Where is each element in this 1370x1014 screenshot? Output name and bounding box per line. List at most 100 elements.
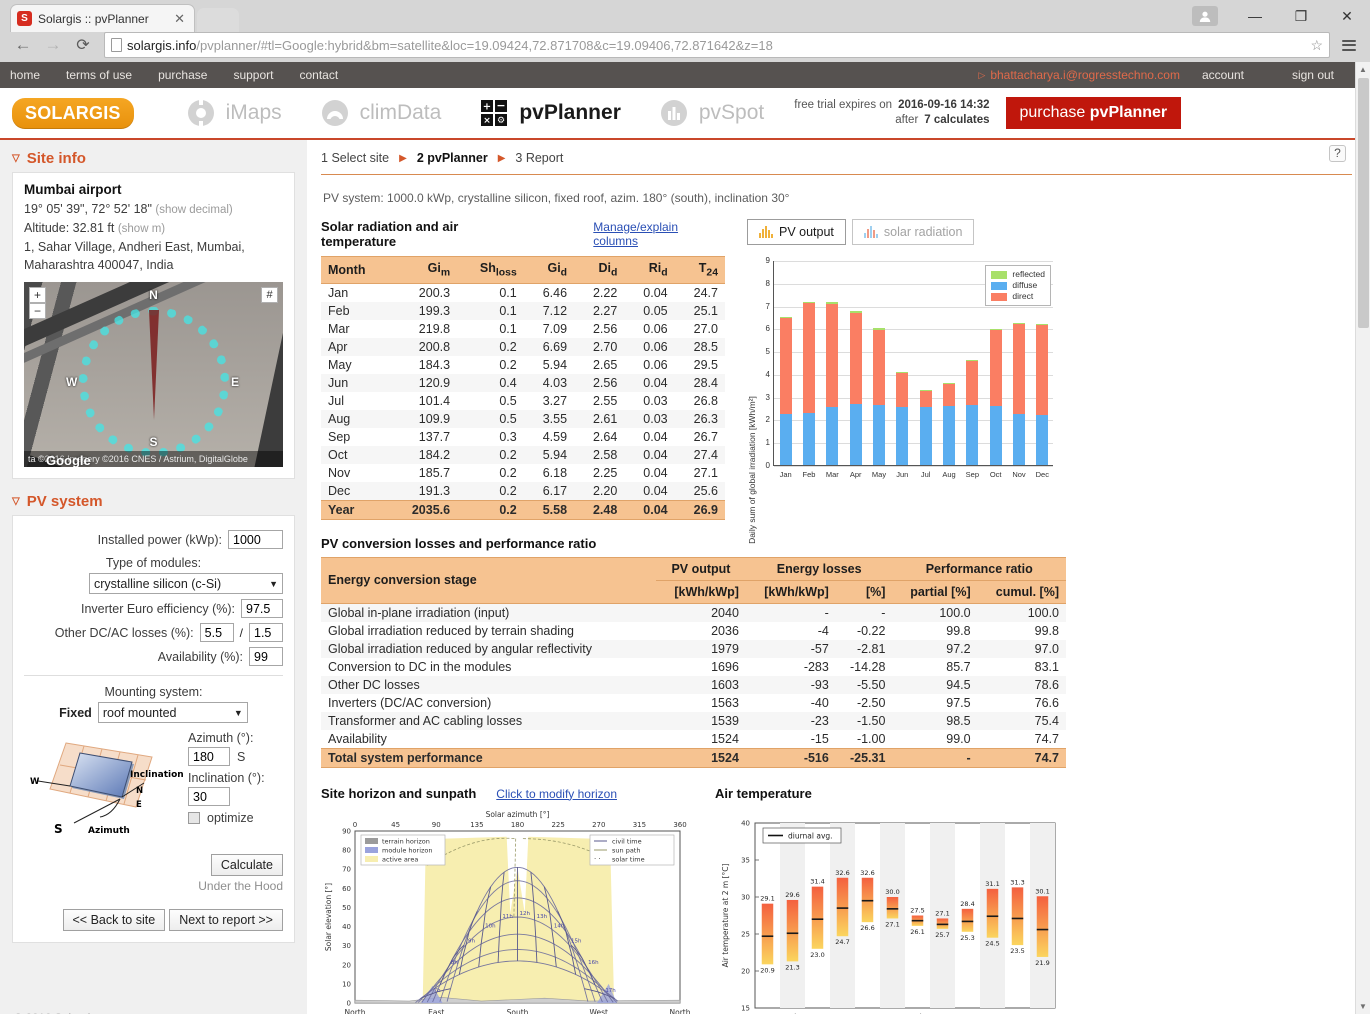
nav-contact[interactable]: contact — [299, 68, 339, 82]
nav-sign-out[interactable]: sign out — [1291, 68, 1334, 82]
back-icon[interactable]: ← — [14, 35, 32, 54]
solar-radiation-table: Month Gim Shloss Gid Did Rid T24 Jan 200.3 0.1 6.… — [321, 256, 725, 520]
next-to-report-button[interactable]: Next to report >> — [169, 909, 283, 931]
product-tab-climdata[interactable]: climData — [320, 98, 441, 128]
browser-menu-icon[interactable] — [1336, 32, 1362, 58]
maximize-button[interactable]: ❐ — [1294, 7, 1308, 24]
cell: 2.58 — [574, 445, 625, 464]
stage-name[interactable]: Global in-plane irradiation (input) — [321, 603, 656, 622]
inclination-input[interactable] — [188, 787, 230, 806]
table-row: Dec 191.3 0.2 6.17 2.20 0.04 25.6 — [321, 481, 725, 500]
map-zoom-in-button[interactable]: + — [29, 287, 46, 303]
svg-text:21.9: 21.9 — [1035, 958, 1049, 966]
site-info-header[interactable]: ▽ Site info — [12, 150, 295, 167]
nav-home[interactable]: home — [10, 68, 41, 82]
nav-support[interactable]: support — [233, 68, 274, 82]
reload-icon[interactable]: ⟳ — [76, 37, 90, 54]
step-2-pvplanner[interactable]: 2 pvPlanner — [417, 151, 488, 165]
solargis-logo[interactable]: SOLARGIS — [12, 97, 134, 129]
optimize-checkbox[interactable] — [188, 812, 200, 824]
step-1-select-site[interactable]: 1 Select site — [321, 151, 389, 165]
scrollbar-thumb[interactable] — [1358, 78, 1369, 328]
bar-segment-reflected — [966, 359, 979, 361]
scroll-down-icon[interactable]: ▼ — [1359, 1002, 1367, 1011]
nav-purchase[interactable]: purchase — [158, 68, 208, 82]
forward-icon[interactable]: → — [44, 35, 62, 54]
product-tab-imaps[interactable]: iMaps — [186, 98, 282, 128]
cell: 99.0 — [946, 731, 971, 746]
cell: 26.7 — [693, 429, 718, 444]
cell: 0.06 — [624, 337, 675, 356]
cell: 191.3 — [388, 481, 458, 500]
solar-radiation-toggle-button[interactable]: solar radiation — [851, 219, 975, 245]
page-scrollbar[interactable]: ▲ ▼ — [1355, 62, 1370, 1014]
svg-text:40: 40 — [342, 923, 351, 931]
x-tick-label: Jan — [779, 470, 792, 479]
manage-columns-link[interactable]: Manage/explain columns — [593, 220, 679, 248]
pv-output-toggle-button[interactable]: PV output — [747, 219, 846, 245]
svg-text:S: S — [54, 822, 63, 836]
product-tab-pvspot[interactable]: pvSpot — [659, 98, 764, 128]
new-tab-button[interactable] — [197, 8, 239, 32]
svg-text:Aug: Aug — [936, 1013, 950, 1014]
map-fullscreen-button[interactable]: # — [261, 287, 278, 303]
page-info-icon[interactable] — [111, 38, 122, 52]
purchase-product: pvPlanner — [1089, 104, 1168, 121]
close-window-button[interactable]: ✕ — [1341, 7, 1353, 24]
y-tick-label: 3 — [765, 392, 770, 402]
close-tab-icon[interactable]: ✕ — [174, 10, 185, 26]
minimize-button[interactable]: — — [1248, 8, 1262, 24]
step-breadcrumb: 1 Select site ▶ 2 pvPlanner ▶ 3 Report — [321, 148, 1352, 175]
bar-segment-direct — [779, 317, 792, 415]
modify-horizon-link[interactable]: Click to modify horizon — [496, 786, 617, 801]
user-email[interactable]: ▷ bhattacharya.i@rogresstechno.com — [978, 68, 1180, 82]
cell: 99.8 — [1034, 623, 1059, 638]
mounting-type-select[interactable]: roof mounted ▼ — [97, 702, 248, 723]
map-zoom-out-button[interactable]: − — [29, 303, 46, 319]
x-tick-label: Mar — [825, 470, 839, 479]
bookmark-star-icon[interactable]: ☆ — [1310, 36, 1323, 53]
cell: 2.48 — [574, 499, 625, 520]
legend-swatch — [991, 270, 1008, 279]
cell: 0.2 — [457, 481, 524, 500]
under-the-hood-link[interactable]: Under the Hood — [198, 879, 283, 893]
show-decimal-link[interactable]: (show decimal) — [155, 204, 233, 216]
optimize-label: optimize — [207, 811, 254, 825]
step-3-report[interactable]: 3 Report — [515, 151, 563, 165]
nav-account[interactable]: account — [1201, 68, 1244, 82]
inverter-efficiency-input[interactable] — [241, 599, 283, 618]
azimuth-direction: S — [237, 749, 246, 764]
availability-input[interactable] — [249, 647, 283, 666]
cell: 0.04 — [624, 445, 675, 464]
profile-button[interactable] — [1182, 0, 1228, 32]
module-type-select[interactable]: crystalline silicon (c-Si) ▼ — [89, 573, 283, 594]
ac-losses-input[interactable] — [249, 623, 283, 642]
cell: -57 — [745, 639, 836, 658]
person-icon — [1192, 6, 1218, 26]
dc-losses-input[interactable] — [199, 623, 234, 642]
browser-tab[interactable]: S Solargis :: pvPlanner ✕ — [10, 4, 195, 32]
cell: 26.8 — [693, 393, 718, 408]
url-input[interactable]: solargis.info/pvplanner/#tl=Google:hybri… — [104, 32, 1330, 58]
cell: -40 — [810, 695, 829, 710]
purchase-pvplanner-button[interactable]: purchase pvPlanner — [1005, 97, 1182, 129]
cell: Feb — [321, 301, 389, 320]
azimuth-input[interactable] — [188, 747, 230, 766]
cell: Year — [321, 499, 389, 520]
calculate-button[interactable]: Calculate — [210, 854, 283, 876]
installed-power-input[interactable] — [228, 530, 283, 549]
site-map[interactable]: N S E W + − # ta ©2016 Imagery ©2016 CNE… — [24, 282, 283, 467]
angle-fields: Azimuth (°): S Inclination (°): optimize — [184, 731, 265, 846]
cell: 97.0 — [977, 639, 1066, 658]
back-to-site-button[interactable]: << Back to site — [62, 909, 166, 931]
nav-terms-of-use[interactable]: terms of use — [66, 68, 133, 82]
scroll-up-icon[interactable]: ▲ — [1359, 65, 1367, 74]
modules-label: Type of modules: — [105, 556, 202, 570]
stage-name: Global irradiation reduced by angular re… — [321, 639, 656, 658]
cell: 4.59 — [542, 429, 568, 444]
show-meters-link[interactable]: (show m) — [117, 223, 166, 235]
help-icon[interactable]: ? — [1329, 145, 1346, 162]
bar-segment-diffuse — [896, 406, 909, 465]
pv-system-header[interactable]: ▽ PV system — [12, 493, 295, 510]
product-tab-pvplanner[interactable]: + − × ⚙ pvPlanner — [479, 98, 621, 128]
